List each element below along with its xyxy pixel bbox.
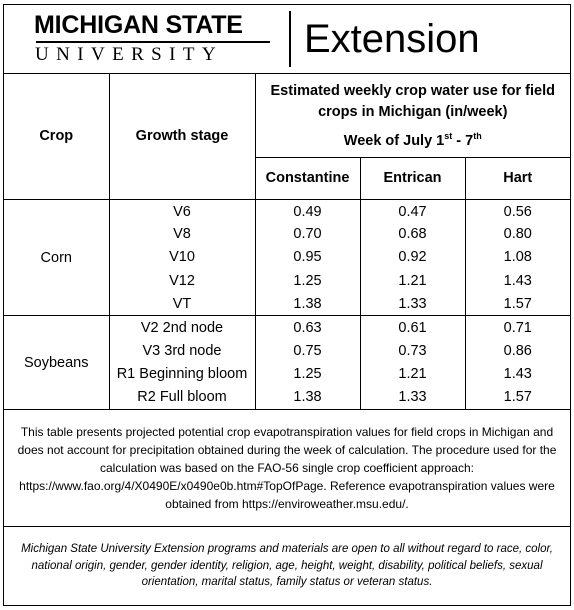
value-cell: 0.56 (464, 198, 570, 223)
soybeans-group: Soybeans V2 2nd node 0.63 0.61 0.71 V3 3… (4, 315, 570, 410)
table-row: R2 Full bloom 1.38 1.33 1.57 (4, 385, 570, 410)
stage-cell: V10 (109, 245, 256, 270)
col-header-location: Constantine (255, 156, 361, 200)
header: MICHIGAN STATE UNIVERSITY Extension (4, 5, 570, 74)
value-cell: 1.08 (464, 245, 570, 270)
value-cell: 0.92 (359, 245, 466, 270)
value-cell: 0.73 (359, 339, 466, 363)
week-prefix: Week of July 1 (343, 132, 445, 149)
week-sup-end: th (473, 130, 482, 141)
col-header-crop: Crop (4, 74, 110, 200)
value-cell: 0.95 (254, 245, 361, 270)
table-week: Week of July 1st - 7th (260, 130, 567, 150)
stage-cell: V3 3rd node (109, 339, 256, 363)
stage-cell: V8 (109, 222, 256, 246)
water-use-table: Crop Growth stage Estimated weekly crop … (4, 74, 570, 410)
value-cell: 1.21 (359, 362, 466, 386)
value-cell: 1.38 (254, 292, 361, 317)
value-cell: 1.33 (359, 292, 466, 317)
logo-michigan-state: MICHIGAN STATE (34, 11, 243, 39)
value-cell: 1.43 (464, 269, 570, 293)
table-row: VT 1.38 1.33 1.57 (4, 292, 570, 317)
value-cell: 0.71 (464, 315, 570, 340)
stage-cell: VT (109, 292, 256, 317)
stage-cell: V12 (109, 269, 256, 293)
value-cell: 0.86 (464, 339, 570, 363)
table-row: R1 Beginning bloom 1.25 1.21 1.43 (4, 362, 570, 386)
value-cell: 1.43 (464, 362, 570, 386)
logo-extension: Extension (304, 17, 480, 61)
table-title: Estimated weekly crop water use for fiel… (254, 74, 570, 158)
logo-divider (289, 11, 291, 67)
stage-cell: R2 Full bloom (109, 385, 256, 410)
table-row: Soybeans V2 2nd node 0.63 0.61 0.71 (4, 315, 570, 410)
methodology-note: This table presents projected potential … (4, 409, 570, 527)
value-cell: 1.21 (359, 269, 466, 293)
table-row: V8 0.70 0.68 0.80 (4, 222, 570, 246)
value-cell: 1.25 (254, 269, 361, 293)
value-cell: 1.57 (464, 385, 570, 410)
value-cell: 0.47 (359, 198, 466, 223)
col-header-location: Hart (464, 156, 570, 200)
value-cell: 1.57 (464, 292, 570, 317)
msu-extension-logo: MICHIGAN STATE UNIVERSITY (34, 11, 274, 69)
table-row: V10 0.95 0.92 1.08 (4, 245, 570, 270)
value-cell: 1.25 (254, 362, 361, 386)
table-row: Corn V6 0.49 0.47 0.56 (4, 198, 570, 317)
week-sup-start: st (444, 130, 453, 141)
value-cell: 1.38 (254, 385, 361, 410)
stage-cell: R1 Beginning bloom (109, 362, 256, 386)
col-header-location: Entrican (359, 156, 466, 200)
value-cell: 0.80 (464, 222, 570, 246)
crop-cell-corn: Corn (4, 198, 110, 317)
corn-group: Corn V6 0.49 0.47 0.56 V8 0.70 0.68 0.80… (4, 198, 570, 317)
table-row: V3 3rd node 0.75 0.73 0.86 (4, 339, 570, 363)
col-header-growth-stage: Growth stage (108, 74, 256, 200)
table-row: V12 1.25 1.21 1.43 (4, 269, 570, 293)
week-mid: - 7 (452, 132, 474, 149)
nondiscrimination-disclaimer: Michigan State University Extension prog… (21, 543, 553, 588)
value-cell: 0.68 (359, 222, 466, 246)
crop-cell-soybeans: Soybeans (4, 315, 110, 410)
logo-rule (36, 41, 270, 43)
stage-cell: V6 (108, 198, 256, 223)
value-cell: 0.49 (254, 198, 361, 223)
value-cell: 0.75 (254, 339, 361, 363)
value-cell: 1.33 (359, 385, 466, 410)
stage-cell: V2 2nd node (108, 315, 256, 340)
value-cell: 0.63 (254, 315, 361, 340)
logo-university: UNIVERSITY (35, 44, 223, 65)
value-cell: 0.61 (359, 315, 466, 340)
table-title-text: Estimated weekly crop water use for fiel… (270, 82, 555, 120)
value-cell: 0.70 (254, 222, 361, 246)
crop-water-use-sheet: MICHIGAN STATE UNIVERSITY Extension Crop… (3, 4, 571, 606)
